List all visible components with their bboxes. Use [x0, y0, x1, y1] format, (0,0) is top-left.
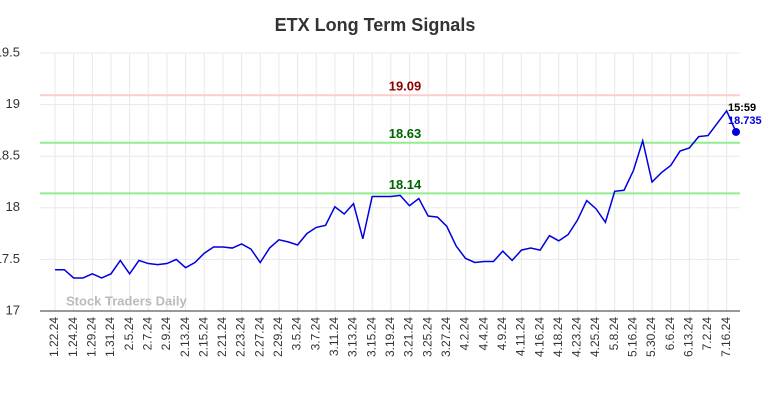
x-tick-label: 1.22.24 — [47, 317, 61, 357]
price-line — [55, 109, 737, 279]
x-tick-label: 2.29.24 — [271, 317, 285, 357]
x-tick-label: 3.15.24 — [364, 317, 378, 357]
x-tick-label: 3.27.24 — [439, 317, 453, 357]
x-tick-label: 4.9.24 — [495, 317, 509, 351]
x-tick-label: 4.23.24 — [570, 317, 584, 357]
x-tick-label: 2.9.24 — [159, 317, 173, 351]
y-tick-label: 18.5 — [0, 148, 20, 163]
x-tick-label: 2.13.24 — [178, 317, 192, 357]
x-tick-label: 4.4.24 — [476, 317, 490, 351]
x-tick-label: 2.15.24 — [196, 317, 210, 357]
x-tick-label: 4.2.24 — [458, 317, 472, 351]
x-tick-label: 2.27.24 — [252, 317, 266, 357]
y-tick-label: 19 — [6, 96, 20, 111]
x-tick-label: 2.5.24 — [122, 317, 136, 351]
y-tick-label: 17 — [6, 302, 20, 317]
y-tick-label: 18 — [6, 199, 20, 214]
x-tick-label: 4.25.24 — [588, 317, 602, 357]
y-tick-label: 19.5 — [0, 44, 20, 59]
x-tick-label: 3.19.24 — [383, 317, 397, 357]
signal-label: 18.14 — [389, 177, 422, 192]
x-tick-label: 4.16.24 — [532, 317, 546, 357]
x-tick-label: 3.7.24 — [308, 317, 322, 351]
x-tick-label: 7.16.24 — [719, 317, 733, 357]
x-tick-label: 3.13.24 — [346, 317, 360, 357]
chart-title: ETX Long Term Signals — [275, 15, 476, 35]
x-tick-label: 1.29.24 — [84, 317, 98, 357]
x-tick-label: 3.21.24 — [402, 317, 416, 357]
x-tick-label: 5.16.24 — [626, 317, 640, 357]
last-value: 18.735 — [728, 115, 762, 127]
x-tick-label: 5.30.24 — [644, 317, 658, 357]
x-tick-label: 4.11.24 — [514, 317, 528, 356]
x-tick-label: 5.8.24 — [607, 317, 621, 351]
signal-label: 18.63 — [389, 126, 422, 141]
last-point — [732, 127, 740, 136]
x-tick-label: 1.24.24 — [66, 317, 80, 357]
x-tick-label: 7.2.24 — [700, 317, 714, 351]
x-tick-label: 3.5.24 — [290, 317, 304, 351]
x-tick-label: 2.23.24 — [234, 317, 248, 357]
x-tick-label: 4.18.24 — [551, 317, 565, 357]
x-tick-label: 2.21.24 — [215, 317, 229, 357]
x-tick-label: 1.31.24 — [103, 317, 117, 357]
x-tick-label: 6.13.24 — [682, 317, 696, 357]
x-tick-label: 6.6.24 — [663, 317, 677, 351]
x-tick-label: 2.7.24 — [140, 317, 154, 351]
y-tick-label: 17.5 — [0, 251, 20, 266]
x-tick-label: 3.11.24 — [327, 317, 341, 356]
signal-label: 19.09 — [389, 79, 422, 94]
watermark: Stock Traders Daily — [66, 293, 187, 308]
x-tick-label: 3.25.24 — [420, 317, 434, 357]
last-time: 15:59 — [728, 102, 756, 114]
